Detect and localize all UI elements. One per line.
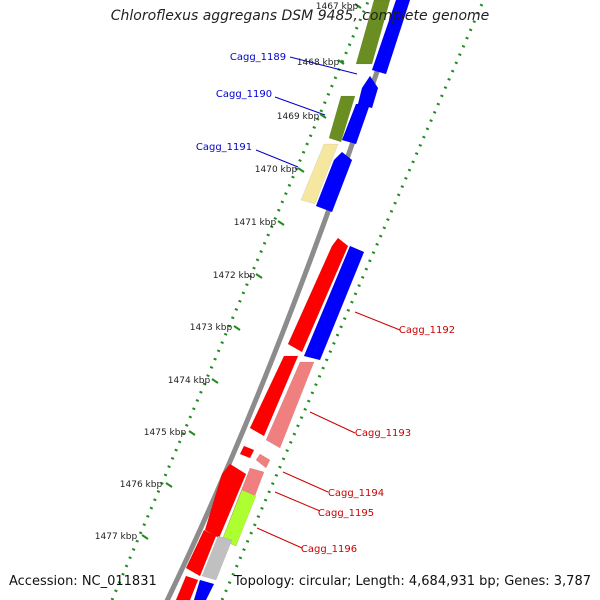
kbp-tick-label: 1474 kbp: [168, 376, 211, 386]
feature-blue-arrow-1191: [315, 151, 353, 213]
feature-pink-1194: [255, 453, 271, 469]
kbp-tick-mark: [297, 167, 305, 173]
genome-summary: Topology: circular; Length: 4,684,931 bp…: [233, 574, 591, 589]
gene-label-cagg_1190[interactable]: Cagg_1190: [216, 89, 272, 100]
feature-green-1196: [221, 489, 257, 547]
label-leader-lines: [255, 56, 401, 549]
kbp-tick-label: 1471 kbp: [234, 218, 277, 228]
leader-line-cagg_1190: [274, 96, 326, 116]
feature-blue-1192: [303, 245, 365, 361]
kbp-tick-mark: [211, 378, 219, 384]
leader-line-cagg_1195: [274, 491, 321, 512]
length-label: Length: 4,684,931 bp: [355, 574, 496, 589]
feature-olive-1190: [328, 95, 356, 143]
kbp-tick-label: 1472 kbp: [213, 271, 256, 281]
gene-label-cagg_1192[interactable]: Cagg_1192: [399, 325, 455, 336]
feature-blue-1190b: [341, 103, 371, 145]
feature-blue-top: [371, 0, 411, 75]
gene-label-cagg_1194[interactable]: Cagg_1194: [328, 488, 384, 499]
map-title: Chloroflexus aggregans DSM 9485, complet…: [110, 8, 490, 24]
kbp-tick-label: 1475 kbp: [144, 428, 187, 438]
kbp-tick-mark: [165, 482, 173, 488]
kbp-tick-mark: [319, 113, 327, 119]
feature-red-1192: [287, 237, 349, 353]
leader-line-cagg_1193: [309, 411, 356, 434]
gene-label-cagg_1196[interactable]: Cagg_1196: [301, 544, 357, 555]
kbp-tick-mark: [337, 59, 345, 65]
feature-pink-1193: [265, 361, 315, 449]
kbp-tick-mark: [277, 220, 285, 226]
feature-red-1195: [204, 463, 247, 539]
feature-blue-bottom: [193, 579, 215, 600]
leader-line-cagg_1194: [282, 471, 329, 493]
gene-label-cagg_1191[interactable]: Cagg_1191: [196, 142, 252, 153]
kbp-tick-mark: [141, 534, 149, 540]
feature-red-1193a: [249, 355, 299, 437]
genes-count-label: Genes: 3,787: [504, 574, 591, 589]
gene-label-cagg_1195[interactable]: Cagg_1195: [318, 508, 374, 519]
leader-line-cagg_1196: [256, 527, 303, 549]
feature-blue-arrow-1190a: [357, 75, 379, 109]
kbp-tick-mark: [233, 325, 241, 331]
accession-label: Accession: NC_011831: [9, 574, 157, 589]
kbp-tick-mark: [255, 273, 263, 279]
kbp-tick-mark: [354, 3, 362, 9]
gene-labels: Cagg_1189 Cagg_1190 Cagg_1191 Cagg_1192 Cagg…: [196, 52, 455, 555]
gene-features: [175, 0, 411, 600]
kbp-tick-label: 1470 kbp: [255, 165, 298, 175]
leader-line-cagg_1189: [289, 56, 358, 75]
feature-grey-1196: [201, 535, 233, 581]
leader-line-cagg_1192: [354, 311, 401, 331]
feature-red-1194a: [239, 445, 255, 459]
kbp-ticks: 1467 kbp 1468 kbp 1469 kbp 1470 kbp 1471 kbp…: [95, 2, 362, 542]
kbp-tick-label: 1469 kbp: [277, 112, 320, 122]
kbp-tick-mark: [188, 430, 196, 436]
feature-yellow-1191: [300, 143, 339, 205]
leader-line-cagg_1191: [255, 149, 299, 168]
feature-red-1196: [185, 529, 217, 577]
gene-label-cagg_1193[interactable]: Cagg_1193: [355, 428, 411, 439]
position-dot-tracks: [110, 0, 486, 600]
kbp-tick-label: 1476 kbp: [120, 480, 163, 490]
gene-label-cagg_1189[interactable]: Cagg_1189: [230, 52, 286, 63]
kbp-tick-label: 1467 kbp: [316, 2, 359, 12]
feature-olive-top: [355, 0, 391, 65]
kbp-tick-label: 1477 kbp: [95, 532, 138, 542]
kbp-tick-label: 1468 kbp: [297, 58, 340, 68]
topology-label: Topology: circular: [233, 574, 347, 589]
feature-red-bottom: [175, 575, 199, 600]
kbp-tick-label: 1473 kbp: [190, 323, 233, 333]
